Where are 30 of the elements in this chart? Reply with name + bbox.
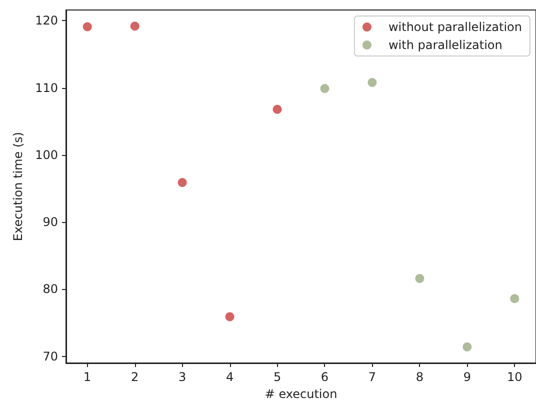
- y-tick-label: 80: [42, 282, 58, 296]
- x-tick-label: 10: [506, 370, 522, 384]
- point: [415, 274, 424, 283]
- point: [368, 78, 377, 87]
- point: [82, 22, 92, 32]
- x-tick-label: 8: [416, 370, 424, 384]
- y-tick-label: 120: [35, 14, 58, 28]
- point: [178, 178, 187, 187]
- legend-label: with parallelization: [388, 38, 502, 52]
- x-tick-label: 7: [368, 370, 376, 384]
- y-tick-label: 70: [42, 349, 58, 364]
- point: [225, 312, 234, 322]
- point: [510, 294, 520, 304]
- point: [130, 22, 140, 31]
- x-tick-label: 2: [131, 370, 139, 384]
- x-tick-label: 3: [178, 370, 186, 384]
- x-tick-label: 9: [463, 370, 471, 384]
- x-tick-label: 1: [84, 370, 92, 384]
- y-tick-label: 110: [35, 80, 58, 95]
- legend-label: without parallelization: [388, 20, 522, 34]
- point: [462, 342, 472, 352]
- y-tick-label: 90: [42, 215, 58, 230]
- x-tick-label: 5: [273, 370, 282, 384]
- y-axis-title: Execution time (s): [11, 132, 26, 242]
- x-axis-title: # execution: [264, 386, 338, 401]
- point: [272, 104, 282, 114]
- x-tick-label: 6: [320, 370, 329, 384]
- x-tick-label: 4: [226, 370, 234, 384]
- point: [320, 84, 330, 94]
- y-tick-label: 100: [35, 148, 58, 162]
